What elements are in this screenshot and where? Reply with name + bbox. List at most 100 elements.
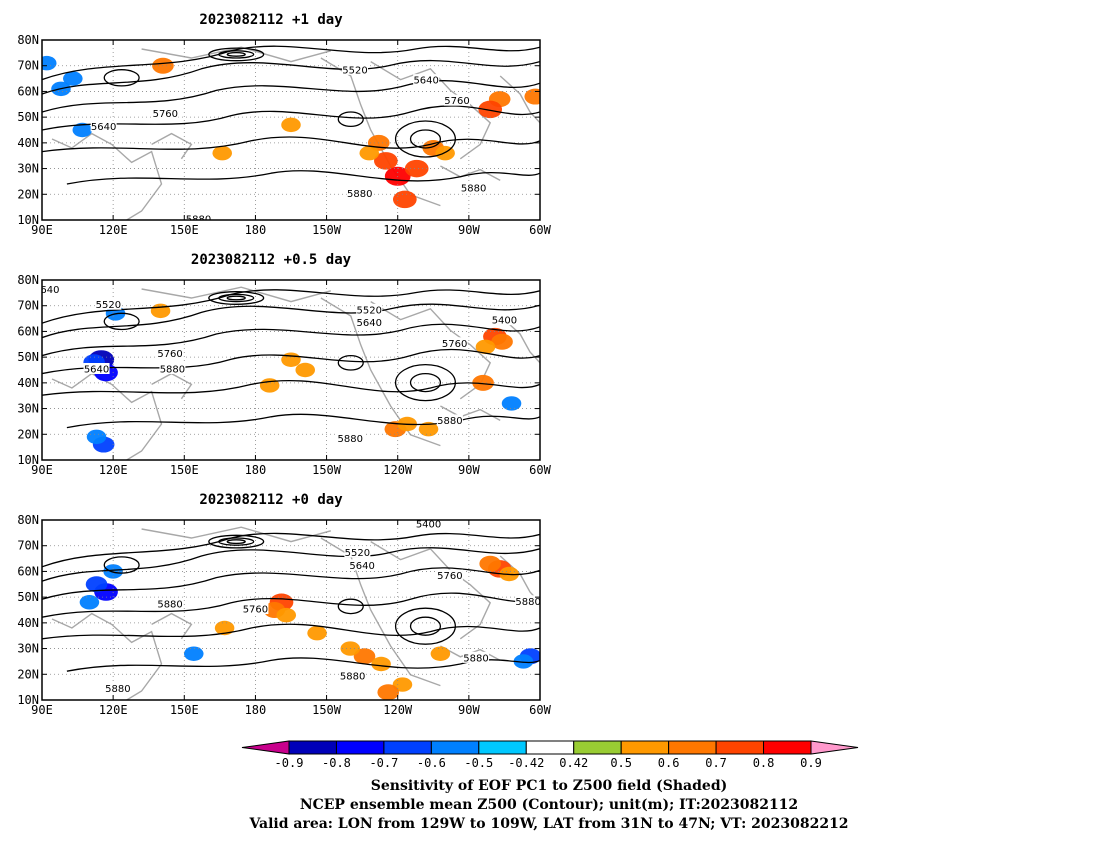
x-tick-label: 180 <box>245 223 267 237</box>
coastline <box>151 612 193 640</box>
z500-contour <box>66 413 540 429</box>
panels-group: 2023082112 +1 day 5520 5640 5760 5640 5760 588… <box>17 12 551 717</box>
x-tick-label: 120E <box>99 223 128 237</box>
contour-label: 5760 <box>442 339 467 350</box>
contour-label: 5400 <box>416 520 441 531</box>
contour-label-bg <box>344 546 371 558</box>
plot-inner: 5400 5520 5640 5760 5880 5760 5880 5880 5880 5880 <box>42 520 540 700</box>
contour-label-bg <box>436 569 463 581</box>
contour-label-bg <box>157 347 184 359</box>
x-tick-label: 150E <box>170 223 199 237</box>
contour-label: 5520 <box>342 65 367 76</box>
z500-contour <box>42 547 540 582</box>
shading-cell <box>183 646 204 661</box>
z500-contour <box>42 80 540 113</box>
y-tick-label: 50N <box>17 350 39 364</box>
z500-closed-contour <box>208 534 265 549</box>
z500-closed-contour <box>409 129 442 149</box>
colorbar-segment <box>573 740 622 755</box>
shading-cell <box>85 576 108 593</box>
contour-label: 5760 <box>243 605 268 616</box>
colorbar-label: -0.42 <box>508 756 544 770</box>
z500-closed-contour <box>103 69 140 87</box>
z500-closed-contour <box>103 556 140 574</box>
colorbar-segment <box>620 740 670 755</box>
x-tick-label: 120E <box>99 703 128 717</box>
coastline <box>141 46 331 63</box>
colorbar-segment <box>430 740 480 755</box>
contour-label-bg <box>441 337 468 349</box>
contour-label: 5880 <box>157 599 182 610</box>
shading-cell <box>491 333 513 350</box>
contour-label-bg <box>462 651 489 663</box>
contour-label: 5760 <box>444 96 469 107</box>
z500-contour <box>42 136 540 153</box>
colorbar-max-triangle <box>810 740 859 755</box>
contour-label-bg <box>83 363 110 374</box>
plot-frame <box>41 519 541 701</box>
shading-cell <box>524 88 540 105</box>
z500-contour <box>42 623 540 640</box>
shading-cell <box>501 396 522 411</box>
z500-closed-contour <box>218 50 255 59</box>
coastline <box>141 286 331 303</box>
plot-frame <box>41 279 541 461</box>
shading-cell <box>404 159 429 178</box>
caption-line: Valid area: LON from 129W to 109W, LAT f… <box>248 816 848 832</box>
colorbar-segment <box>763 740 812 755</box>
shading-cell <box>281 117 301 133</box>
shading-cell <box>72 122 93 138</box>
shading-cell <box>472 374 494 391</box>
colorbar-segment <box>715 740 765 755</box>
contour-label-bg <box>185 213 212 220</box>
y-tick-label: 40N <box>17 376 39 390</box>
contour-label-bg <box>515 595 540 607</box>
shading-cell <box>42 55 57 71</box>
z500-contour <box>42 592 540 618</box>
y-tick-label: 80N <box>17 33 39 47</box>
z500-contour <box>42 348 540 375</box>
coastline <box>440 405 501 422</box>
z500-closed-contour <box>103 312 140 331</box>
contour-label: 5880 <box>338 434 363 445</box>
colorbar-segment <box>335 740 385 755</box>
z500-contour <box>66 657 540 672</box>
contour-label-bg <box>349 559 376 571</box>
z500-closed-contour <box>409 616 442 636</box>
contour-label-bg <box>413 74 440 86</box>
shading-cell <box>513 654 534 669</box>
x-tick-label: 150E <box>170 703 199 717</box>
caption-line: NCEP ensemble mean Z500 (Contour); unit(… <box>300 797 798 813</box>
shading-cell <box>259 378 280 393</box>
contour-label-bg <box>159 363 186 374</box>
colorbar-label: -0.8 <box>322 756 351 770</box>
contour-label: 5760 <box>153 109 178 120</box>
z500-closed-contour <box>218 537 255 546</box>
shading-cell <box>479 555 502 572</box>
contour-label: 5640 <box>357 318 382 329</box>
contour-label: 5880 <box>160 365 185 376</box>
x-tick-label: 90E <box>31 223 53 237</box>
z500-contour <box>42 380 540 396</box>
contour-label: 5880 <box>186 215 211 226</box>
y-tick-label: 80N <box>17 273 39 287</box>
contour-label: 5880 <box>347 189 372 200</box>
z500-closed-contour <box>394 607 456 645</box>
x-tick-label: 120W <box>383 463 413 477</box>
contour-label: 5640 <box>91 122 116 133</box>
colorbar-label: -0.6 <box>417 756 446 770</box>
contour-label: 5880 <box>515 597 540 608</box>
z500-closed-contour <box>394 120 456 158</box>
y-tick-label: 60N <box>17 564 39 578</box>
z500-contour <box>42 45 540 81</box>
z500-closed-contour <box>208 291 265 305</box>
contour-label-bg <box>339 669 366 681</box>
colorbar-min-triangle <box>241 740 290 755</box>
x-tick-label: 90E <box>31 703 53 717</box>
x-tick-label: 150E <box>170 463 199 477</box>
x-tick-label: 60W <box>529 703 551 717</box>
y-tick-label: 30N <box>17 402 39 416</box>
z500-closed-contour <box>226 51 246 57</box>
shading-cell <box>63 71 83 86</box>
coastline <box>320 297 441 447</box>
